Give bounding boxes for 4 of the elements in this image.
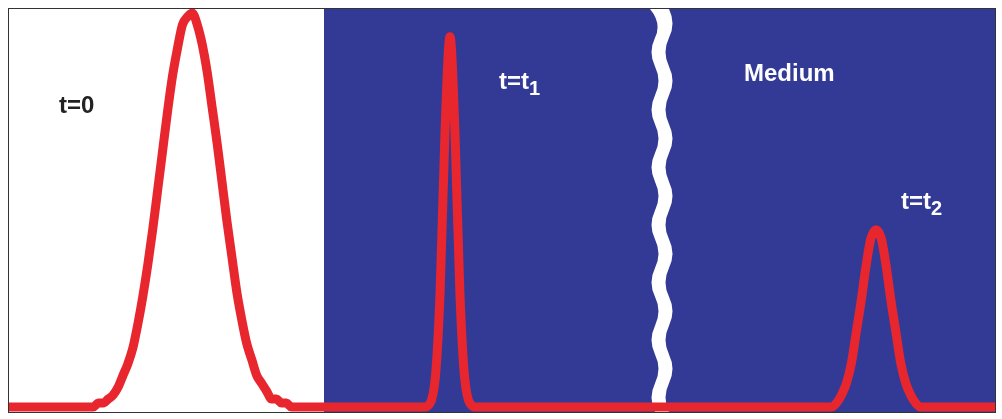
annotation: t=0	[59, 91, 95, 119]
annotation: t=t$_{1}$	[499, 67, 541, 100]
annotation: Medium	[744, 59, 835, 87]
annotation: t=t$_{2}$	[901, 187, 943, 220]
